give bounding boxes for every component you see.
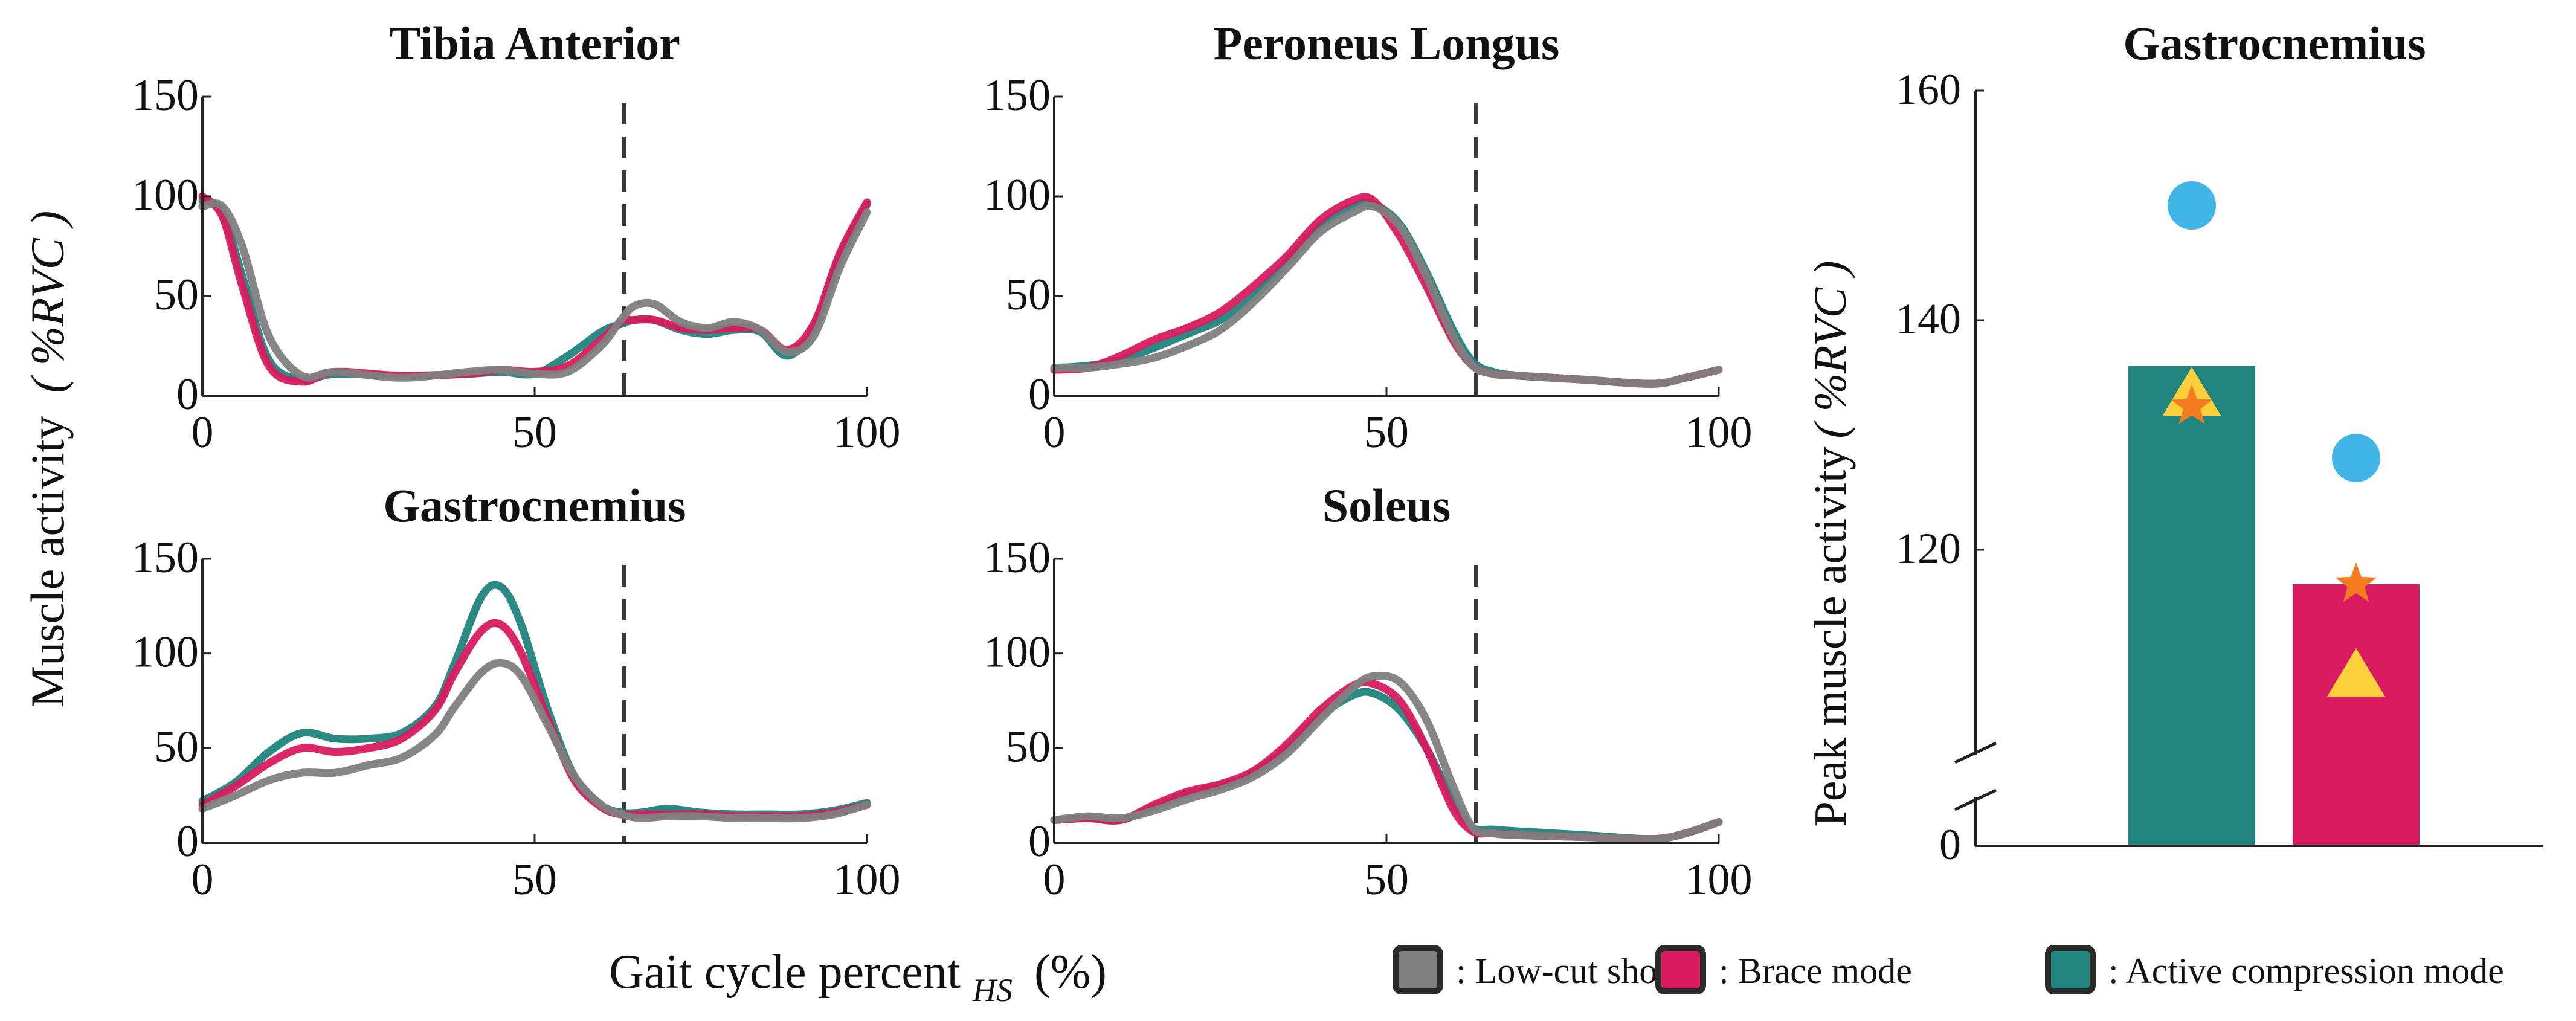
- shared-x-label-text: Gait cycle percent: [609, 945, 961, 999]
- bar-brace: [2293, 584, 2420, 846]
- marker-star: [2171, 384, 2213, 424]
- panel-title: Tibia Anterior: [389, 17, 680, 69]
- marker-triangle: [2326, 648, 2386, 697]
- axis-break-mark-bottom: [1954, 788, 1997, 811]
- y-tick-label: 0: [176, 817, 199, 866]
- series-line-low: [198, 199, 871, 382]
- y-tick-label: 50: [154, 722, 199, 771]
- legend-swatch-active: [2045, 945, 2096, 994]
- x-tick-label: 100: [834, 408, 901, 457]
- series-line-low: [198, 659, 871, 823]
- marker-circle: [2168, 181, 2216, 230]
- y-tick-label: 50: [1006, 722, 1051, 771]
- y-tick-label: 100: [984, 170, 1051, 220]
- legend-swatch-low: [1393, 945, 1443, 994]
- svg-text:Muscle activity ( %RVC ): Muscle activity ( %RVC ): [21, 211, 74, 707]
- bar-y-label-text: Peak muscle activity: [1805, 447, 1856, 827]
- bar-y-tick-label: 140: [1896, 295, 1961, 343]
- x-tick-label: 50: [512, 408, 557, 457]
- legend: : Low-cut shoes : Brace mode : Active comp…: [1393, 945, 2504, 994]
- shared-y-label-unit: ( %RVC ): [21, 211, 74, 393]
- legend-item-active: : Active compression mode: [2045, 945, 2504, 994]
- x-tick-label: 100: [1686, 855, 1753, 904]
- x-tick-label: 0: [192, 408, 214, 457]
- marker-star: [2335, 562, 2377, 602]
- panel-title: Gastrocnemius: [383, 479, 686, 532]
- bar-y-tick-label: 160: [1896, 65, 1961, 114]
- series-line-low: [1050, 671, 1723, 843]
- shared-y-label: Muscle activity ( %RVC ): [21, 211, 74, 707]
- marker-circle: [2332, 434, 2380, 482]
- bar-y-label: Peak muscle activity ( %RVC ): [1805, 260, 1856, 826]
- shared-x-label: Gait cycle percent HS (%): [609, 945, 1107, 1012]
- y-tick-label: 150: [132, 533, 199, 582]
- shared-x-label-sub: HS: [972, 972, 1013, 1008]
- bar-y-label-unit: ( %RVC ): [1805, 260, 1856, 438]
- bar-y-tick-label: 0: [1939, 820, 1961, 869]
- y-tick-label: 100: [132, 628, 199, 677]
- shared-y-label-text: Muscle activity: [21, 416, 74, 707]
- x-tick-label: 0: [192, 855, 214, 904]
- y-tick-label: 150: [132, 71, 199, 120]
- x-tick-label: 100: [1686, 408, 1753, 457]
- line-panel-4: Soleus 0 50 100 150 0 50 100: [984, 479, 1753, 904]
- line-panel-3: Gastrocnemius 0 50 100 150 0 50 100: [132, 479, 901, 904]
- legend-swatch-brace: [1655, 945, 1706, 994]
- legend-label-active: : Active compression mode: [2108, 951, 2504, 991]
- axis-break-mark-top: [1954, 741, 1997, 764]
- series-line-active: [1050, 688, 1723, 843]
- x-tick-label: 50: [512, 855, 557, 904]
- line-panel-1: Tibia Anterior 0 50 100 150 0 50 100: [132, 17, 901, 457]
- y-tick-label: 50: [1006, 270, 1051, 320]
- series-line-active: [198, 196, 871, 384]
- legend-item-brace: : Brace mode: [1655, 945, 1912, 994]
- bar-chart: Gastrocnemius Peak muscle activity ( %RVC …: [1805, 17, 2543, 869]
- shared-x-label-unit: (%): [1034, 945, 1107, 999]
- y-tick-label: 100: [132, 170, 199, 220]
- x-tick-label: 50: [1364, 408, 1409, 457]
- x-tick-label: 0: [1043, 855, 1066, 904]
- bar-active: [2128, 366, 2255, 846]
- series-line-low: [1050, 201, 1723, 388]
- series-line-brace: [198, 619, 871, 821]
- y-tick-label: 0: [1028, 817, 1051, 866]
- panel-title: Soleus: [1322, 479, 1451, 532]
- y-tick-label: 150: [984, 533, 1051, 582]
- bar-panel: Gastrocnemius Peak muscle activity ( %RVC …: [1805, 17, 2543, 869]
- line-panel-2: Peroneus Longus 0 50 100 150 0 50 100: [984, 17, 1753, 457]
- y-tick-label: 50: [154, 270, 199, 320]
- bar-panel-title: Gastrocnemius: [2123, 17, 2426, 69]
- x-tick-label: 0: [1043, 408, 1066, 457]
- legend-label-low: : Low-cut shoes: [1456, 951, 1687, 991]
- x-tick-label: 100: [834, 855, 901, 904]
- y-tick-label: 150: [984, 71, 1051, 120]
- y-tick-label: 100: [984, 628, 1051, 677]
- panel-title: Peroneus Longus: [1214, 17, 1560, 69]
- legend-label-brace: : Brace mode: [1719, 951, 1912, 991]
- series-line-brace: [198, 192, 871, 386]
- legend-item-low: : Low-cut shoes: [1393, 945, 1687, 994]
- y-tick-label: 0: [176, 370, 199, 419]
- bar-y-tick-label: 120: [1896, 524, 1961, 573]
- x-tick-label: 50: [1364, 855, 1409, 904]
- series-line-brace: [1050, 678, 1723, 843]
- y-tick-label: 0: [1028, 370, 1051, 419]
